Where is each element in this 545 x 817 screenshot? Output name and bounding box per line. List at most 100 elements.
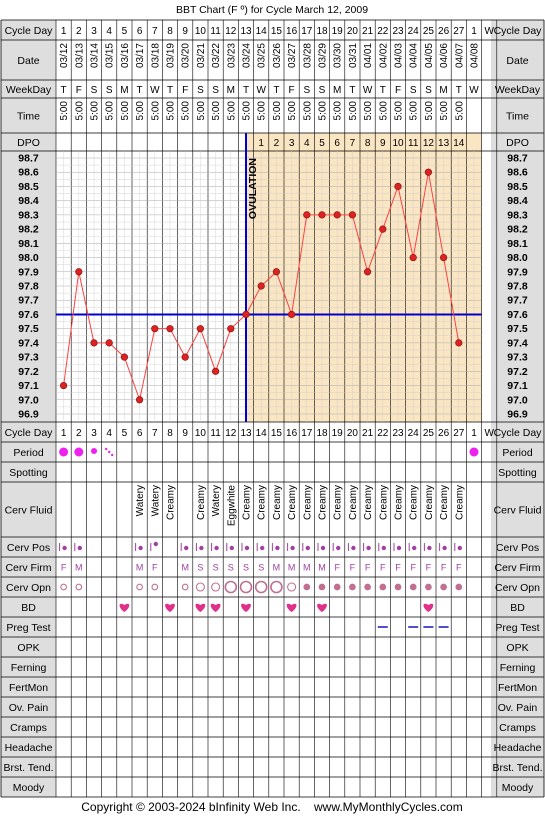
x-tick-label: 23 bbox=[392, 428, 404, 439]
row-label-left-moody: Moody bbox=[13, 782, 45, 794]
date-cell: 03/24 bbox=[242, 43, 253, 68]
cerv-opn-marker bbox=[303, 583, 311, 591]
row-label-right-moody: Moody bbox=[502, 782, 534, 794]
bbt-data-point bbox=[348, 211, 357, 219]
cerv-fluid-cell: Creamy bbox=[394, 485, 405, 520]
cerv-pos-dot bbox=[214, 545, 219, 551]
x-tick-label: 26 bbox=[438, 428, 450, 439]
cerv-firm-cell: F bbox=[410, 563, 416, 573]
row-label-right-weekday: WeekDay bbox=[495, 84, 541, 96]
weekday-cell: F bbox=[182, 85, 188, 96]
x-tick-label: 1 bbox=[61, 428, 67, 439]
row-label-right-cycle-day2: Cycle Day bbox=[494, 427, 543, 439]
cycle-day-cell: 11 bbox=[210, 26, 221, 37]
y-tick-left: 98.1 bbox=[18, 238, 39, 250]
dpo-cell: 9 bbox=[380, 138, 386, 149]
x-tick-label: 3 bbox=[91, 428, 97, 439]
date-cell: 04/07 bbox=[454, 43, 465, 68]
cycle-day-cell: 1 bbox=[61, 26, 67, 37]
cerv-firm-cell: M bbox=[288, 563, 296, 573]
cerv-fluid-cell: Creamy bbox=[242, 485, 253, 520]
cerv-pos-dot bbox=[244, 545, 250, 551]
time-cell: 5:00 bbox=[302, 101, 313, 121]
cerv-fluid-cell: Creamy bbox=[196, 485, 207, 520]
x-tick-label: 18 bbox=[316, 428, 328, 439]
weekday-cell: S bbox=[425, 85, 432, 96]
y-tick-right: 96.9 bbox=[507, 409, 528, 421]
cerv-opn-marker bbox=[425, 583, 432, 591]
y-tick-left: 97.7 bbox=[18, 295, 39, 307]
date-cell: 03/21 bbox=[196, 43, 207, 68]
x-tick-label: 20 bbox=[347, 428, 359, 439]
cerv-pos-dot bbox=[305, 545, 310, 551]
cerv-opn-marker bbox=[151, 583, 159, 591]
y-tick-right: 97.8 bbox=[507, 281, 528, 293]
cycle-day-cell: 27 bbox=[453, 26, 465, 37]
dpo-cell: 5 bbox=[319, 138, 325, 149]
cerv-firm-cell: M bbox=[303, 563, 311, 573]
bbt-data-point bbox=[333, 211, 341, 219]
cycle-day-cell: 13 bbox=[240, 26, 252, 37]
cerv-firm-cell: S bbox=[243, 563, 249, 573]
cerv-opn-marker bbox=[136, 583, 143, 591]
cerv-opn-marker bbox=[60, 583, 67, 591]
x-tick-label: 25 bbox=[423, 428, 435, 439]
weekday-cell: F bbox=[76, 85, 82, 96]
y-tick-right: 97.3 bbox=[507, 352, 528, 364]
cycle-day-cell: 21 bbox=[362, 26, 374, 37]
cycle-day-cell: 15 bbox=[271, 26, 283, 37]
cerv-opn-marker bbox=[254, 580, 268, 594]
cycle-day-cell: 12 bbox=[225, 26, 237, 37]
bd-heart-icon bbox=[210, 603, 221, 612]
y-tick-right: 98.5 bbox=[507, 181, 528, 193]
cycle-day-cell: 2 bbox=[76, 26, 82, 37]
row-label-left-brst-tend: Brst. Tend. bbox=[4, 762, 54, 774]
cycle-day-cell: 9 bbox=[182, 26, 188, 37]
x-tick-label: 8 bbox=[167, 428, 173, 439]
row-label-right-cerv-opn: Cerv Opn bbox=[495, 582, 540, 594]
cerv-fluid-cell: Creamy bbox=[272, 485, 283, 520]
row-label-right-headache: Headache bbox=[494, 742, 542, 754]
y-tick-right: 97.5 bbox=[507, 323, 528, 335]
bd-heart-icon bbox=[119, 603, 130, 612]
cerv-firm-cell: F bbox=[350, 563, 356, 573]
date-cell: 03/22 bbox=[211, 43, 222, 68]
weekday-cell: T bbox=[167, 85, 173, 96]
x-tick-label: 13 bbox=[240, 428, 252, 439]
row-label-right-fertmon: FertMon bbox=[498, 682, 537, 694]
bbt-data-point bbox=[272, 268, 281, 276]
cerv-pos-dot bbox=[442, 545, 447, 551]
cerv-firm-cell: F bbox=[380, 563, 386, 573]
time-cell: 5:00 bbox=[59, 101, 70, 121]
row-label-left-fertmon: FertMon bbox=[9, 682, 48, 694]
cerv-firm-cell: M bbox=[318, 563, 326, 573]
weekday-cell: W bbox=[256, 85, 266, 96]
date-cell: 04/02 bbox=[378, 43, 389, 68]
period-heavy-marker bbox=[59, 447, 69, 457]
y-tick-left: 97.5 bbox=[18, 323, 39, 335]
x-tick-label: 22 bbox=[377, 428, 389, 439]
row-label-right-cerv-pos: Cerv Pos bbox=[496, 542, 539, 554]
cerv-firm-cell: M bbox=[136, 563, 144, 573]
dpo-cell: 12 bbox=[423, 138, 435, 149]
time-cell: 5:00 bbox=[454, 101, 465, 121]
date-cell: 03/13 bbox=[74, 43, 85, 68]
weekday-cell: T bbox=[243, 85, 249, 96]
cerv-firm-cell: F bbox=[61, 563, 67, 573]
row-label-left-cycle-day: Cycle Day bbox=[5, 25, 54, 37]
row-label-left-cramps: Cramps bbox=[10, 722, 47, 734]
cerv-pos-dot bbox=[199, 545, 204, 551]
cerv-opn-marker bbox=[195, 582, 205, 592]
weekday-cell: T bbox=[273, 85, 279, 96]
y-tick-left: 97.8 bbox=[18, 281, 39, 293]
cerv-opn-marker bbox=[349, 583, 356, 591]
date-cell: 03/28 bbox=[302, 43, 313, 68]
cerv-fluid-cell: Eggwhite bbox=[226, 485, 237, 527]
cerv-opn-marker bbox=[409, 583, 417, 591]
dpo-cell: 2 bbox=[274, 138, 280, 149]
dpo-cell: 6 bbox=[334, 138, 340, 149]
cerv-pos-dot bbox=[153, 541, 158, 547]
y-tick-left: 97.0 bbox=[18, 394, 39, 406]
weekday-cell: S bbox=[197, 85, 204, 96]
bbt-data-point bbox=[105, 339, 113, 347]
